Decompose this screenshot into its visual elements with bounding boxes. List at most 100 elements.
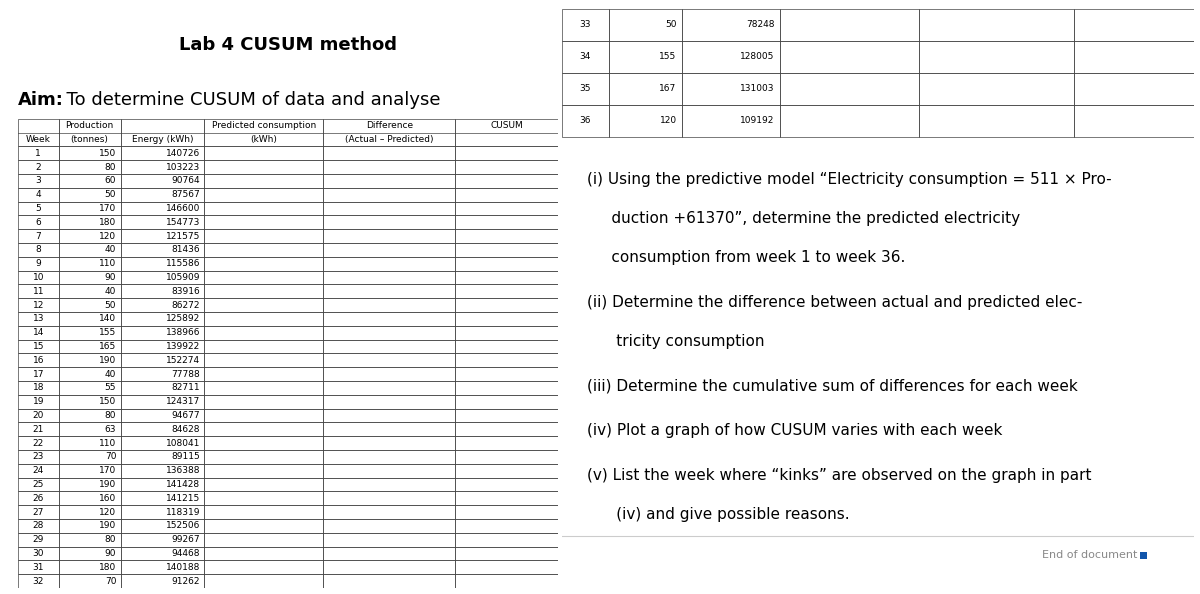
Bar (204, 395, 323, 409)
Text: 11: 11 (32, 287, 44, 296)
Bar (919, 73, 1074, 105)
Bar (120, 450, 204, 464)
Bar (59, 174, 120, 188)
Text: 91262: 91262 (172, 577, 200, 586)
Bar (323, 491, 456, 505)
Bar (59, 271, 120, 285)
Bar (562, 73, 610, 105)
Bar (1074, 105, 1194, 137)
Bar (18, 450, 59, 464)
Bar (59, 519, 120, 533)
Text: 20: 20 (32, 411, 44, 420)
Text: (iii) Determine the cumulative sum of differences for each week: (iii) Determine the cumulative sum of di… (587, 378, 1078, 394)
Text: 160: 160 (100, 494, 116, 503)
Text: 14: 14 (32, 328, 44, 337)
Text: 28: 28 (32, 522, 44, 530)
Text: 83916: 83916 (172, 287, 200, 296)
Bar (18, 505, 59, 519)
Text: 121575: 121575 (166, 232, 200, 241)
Bar (59, 533, 120, 546)
Bar (18, 160, 59, 174)
Text: 13: 13 (32, 314, 44, 323)
Bar (120, 188, 204, 201)
Bar (59, 285, 120, 298)
Bar (562, 41, 610, 73)
Bar (120, 422, 204, 436)
Bar (323, 285, 456, 298)
Text: 86272: 86272 (172, 301, 200, 309)
Bar (323, 160, 456, 174)
Bar (120, 505, 204, 519)
Bar (18, 188, 59, 201)
Bar (120, 561, 204, 574)
Text: 190: 190 (100, 480, 116, 489)
Text: 146600: 146600 (166, 204, 200, 213)
Bar (610, 9, 682, 41)
Text: 140: 140 (100, 314, 116, 323)
Text: 82711: 82711 (172, 384, 200, 393)
Bar (323, 546, 456, 561)
Bar (204, 478, 323, 491)
Text: Week: Week (26, 135, 50, 144)
Bar (323, 340, 456, 353)
Bar (456, 326, 558, 340)
Bar (204, 285, 323, 298)
Text: 128005: 128005 (740, 52, 775, 61)
Bar (59, 146, 120, 160)
Bar (204, 436, 323, 450)
Text: 26: 26 (32, 494, 44, 503)
Text: 9: 9 (35, 259, 41, 268)
Bar (323, 229, 456, 243)
Bar (323, 519, 456, 533)
Bar (610, 73, 682, 105)
Text: 15: 15 (32, 342, 44, 351)
Text: 110: 110 (100, 259, 116, 268)
Bar (120, 533, 204, 546)
Bar (204, 450, 323, 464)
Bar (59, 257, 120, 271)
Text: 63: 63 (104, 425, 116, 434)
Bar (18, 561, 59, 574)
Text: 141215: 141215 (166, 494, 200, 503)
Bar (780, 105, 919, 137)
Text: 24: 24 (32, 466, 44, 475)
Text: 141428: 141428 (166, 480, 200, 489)
Bar (59, 450, 120, 464)
Text: 120: 120 (100, 508, 116, 517)
Bar (456, 395, 558, 409)
Text: 12: 12 (32, 301, 44, 309)
Text: 155: 155 (100, 328, 116, 337)
Bar (456, 257, 558, 271)
Bar (204, 561, 323, 574)
Bar (120, 160, 204, 174)
Bar (59, 422, 120, 436)
Bar (120, 574, 204, 588)
Bar (18, 201, 59, 216)
Text: 19: 19 (32, 397, 44, 406)
Bar (323, 574, 456, 588)
Bar (120, 312, 204, 326)
Text: 5: 5 (35, 204, 41, 213)
Bar (323, 561, 456, 574)
Text: 70: 70 (104, 453, 116, 462)
Text: 152274: 152274 (166, 356, 200, 365)
Bar (323, 119, 456, 146)
Text: 6: 6 (35, 218, 41, 227)
Bar (59, 574, 120, 588)
Bar (18, 340, 59, 353)
Bar (18, 174, 59, 188)
Bar (323, 367, 456, 381)
Text: 27: 27 (32, 508, 44, 517)
Bar (204, 119, 323, 146)
Bar (18, 395, 59, 409)
Text: CUSUM: CUSUM (491, 121, 523, 130)
Text: Aim:: Aim: (18, 91, 64, 109)
Bar (323, 353, 456, 367)
Bar (204, 353, 323, 367)
Bar (204, 533, 323, 546)
Bar (456, 271, 558, 285)
Bar (120, 353, 204, 367)
Bar (18, 546, 59, 561)
Bar (18, 119, 59, 146)
Text: 131003: 131003 (740, 84, 775, 93)
